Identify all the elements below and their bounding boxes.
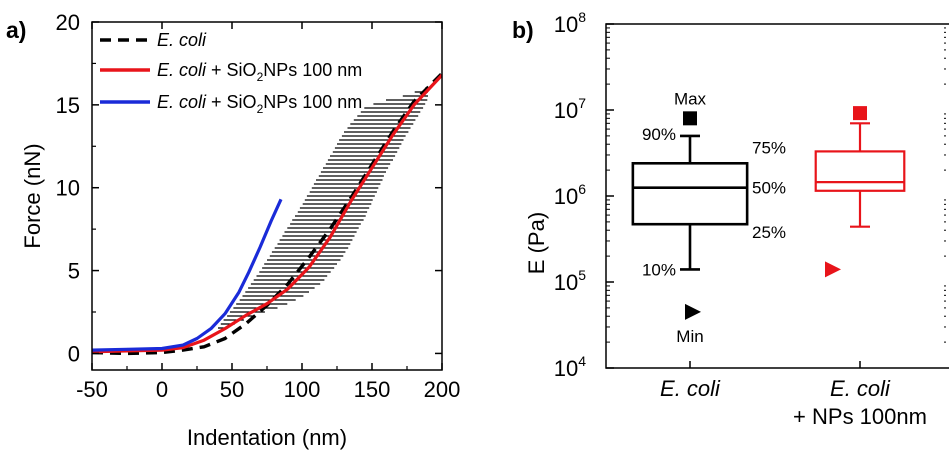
annotation-p10: 10% [642,260,676,279]
y-tick-label: 108 [554,9,586,37]
legend-label-0: E. coli [157,30,207,50]
legend-text-subscript: 2 [257,70,264,84]
max-marker [683,111,697,126]
box-iqr [631,162,749,226]
annotation-p75: 75% [752,138,786,157]
y-tick-label: 10 [56,176,80,201]
series-line-2 [92,198,283,352]
y-tick-label: 5 [68,259,80,284]
y-tick-base: 10 [554,12,578,37]
legend-text-italic: E. coli [157,92,207,112]
category-label: + NPs 100nm [793,404,927,429]
annotation-max: Max [674,89,707,108]
legend-text-italic: E. coli [157,60,207,80]
plot-a-ylabel: Force (nN) [20,143,45,248]
x-tick-label: -50 [76,377,108,402]
plot-b-boxes [631,106,906,320]
legend-text-subscript: 2 [257,102,264,116]
x-tick-label: 0 [156,377,168,402]
plot-b-categories: E. coli E. coli + NPs 100nm [660,376,927,429]
y-tick-base: 10 [554,184,578,209]
y-tick-label: 106 [554,181,586,209]
annotation-median: 50% [752,179,786,198]
y-tick-exponent: 7 [578,95,586,111]
min-marker [685,303,701,320]
x-tick-label: 50 [220,377,244,402]
category-label: E. coli [830,376,891,401]
min-marker [825,261,841,278]
plot-a-series [92,72,442,356]
x-tick-label: 100 [284,377,321,402]
legend-text: + SiO [206,60,257,80]
y-tick-label: 15 [56,93,80,118]
y-tick-label: 0 [68,341,80,366]
annotation-p90: 90% [642,125,676,144]
y-tick-base: 10 [554,356,578,381]
annotation-min: Min [676,327,703,346]
y-tick-base: 10 [554,98,578,123]
y-tick-base: 10 [554,270,578,295]
x-tick-label: 200 [424,377,461,402]
plot-b-ylabel: E (Pa) [524,212,549,274]
hatched-band [218,87,428,333]
legend-text: NPs 100 nm [263,60,362,80]
legend-label-2: E. coli + SiO2NPs 100 nm [157,92,362,116]
panel-b-label: b) [512,17,534,43]
box-iqr [814,150,906,192]
y-tick-exponent: 6 [578,181,586,197]
series-line-1 [92,73,442,354]
plot-b-annotations: Max 90% 75% 50% 25% 10% Min [642,89,786,345]
category-label: E. coli [660,376,721,401]
legend-text-italic: E. coli [157,30,207,50]
y-tick-exponent: 8 [578,9,586,25]
x-tick-label: 150 [354,377,391,402]
y-tick-label: 105 [554,267,586,295]
legend-label-1: E. coli + SiO2NPs 100 nm [157,60,362,84]
y-tick-exponent: 5 [578,267,586,283]
legend-text: NPs 100 nm [263,92,362,112]
y-tick-label: 107 [554,95,586,123]
legend-text: + SiO [206,92,257,112]
y-tick-exponent: 4 [578,353,586,369]
panel-a-label: a) [6,17,26,43]
y-tick-label: 104 [554,353,586,381]
annotation-p25: 25% [752,223,786,242]
max-marker [853,106,867,121]
plot-a-xlabel: Indentation (nm) [187,425,347,450]
y-tick-label: 20 [56,10,80,35]
plot-a-axes: -50 0 50 100 150 200 0 5 10 15 20 [56,10,461,402]
